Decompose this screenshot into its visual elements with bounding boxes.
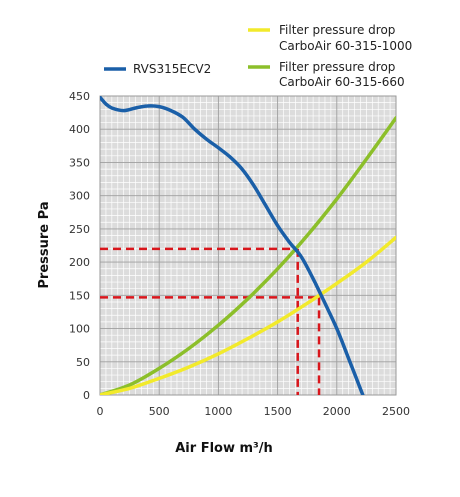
legend-label-rvs: RVS315ECV2 (133, 62, 211, 76)
x-tick-label: 0 (97, 405, 104, 418)
x-tick-label: 500 (149, 405, 170, 418)
y-tick-label: 400 (69, 123, 90, 136)
legend-label-f660-line1: Filter pressure drop (279, 60, 395, 74)
x-tick-label: 1500 (264, 405, 292, 418)
y-tick-label: 200 (69, 256, 90, 269)
y-tick-label: 250 (69, 223, 90, 236)
series-line-rvs315ecv2 (100, 96, 365, 395)
legend-label-f660-line2: CarboAir 60-315-660 (279, 75, 405, 89)
y-tick-label: 150 (69, 289, 90, 302)
x-tick-label: 1000 (204, 405, 232, 418)
x-axis-title: Air Flow m³/h (175, 441, 273, 456)
y-tick-labels: 0 50 100 150 200 250 300 350 400 450 (69, 90, 90, 402)
y-tick-label: 350 (69, 156, 90, 169)
y-tick-label: 50 (76, 356, 90, 369)
series-line-carboair-1000 (100, 235, 396, 395)
reference-lines (100, 247, 321, 395)
plot-frame (99, 95, 397, 396)
y-tick-label: 450 (69, 90, 90, 103)
legend-label-f1000-line1: Filter pressure drop (279, 23, 395, 37)
x-tick-label: 2500 (382, 405, 410, 418)
y-tick-label: 100 (69, 323, 90, 336)
series-layer (100, 96, 396, 395)
x-tick-labels: 0 500 1000 1500 2000 2500 (97, 405, 411, 418)
grid-major (100, 96, 396, 395)
y-tick-label: 0 (83, 389, 90, 402)
y-tick-label: 300 (69, 190, 90, 203)
series-line-carboair-660 (100, 116, 396, 395)
y-axis-title: Pressure Pa (37, 201, 52, 288)
legend-label-f1000-line2: CarboAir 60-315-1000 (279, 39, 412, 53)
legend: RVS315ECV2 Filter pressure drop CarboAir… (104, 23, 412, 89)
x-tick-label: 2000 (323, 405, 351, 418)
